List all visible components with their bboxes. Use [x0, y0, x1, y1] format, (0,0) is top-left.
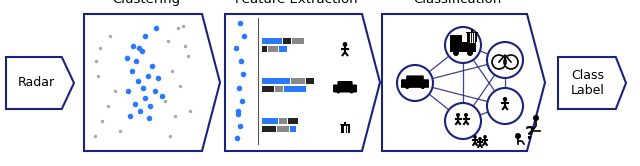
Polygon shape — [382, 14, 545, 151]
Bar — [450, 42, 476, 52]
Bar — [268, 46, 278, 52]
Bar — [466, 32, 478, 33]
FancyBboxPatch shape — [401, 79, 429, 88]
Bar — [262, 38, 282, 44]
Circle shape — [397, 65, 433, 101]
Bar — [291, 78, 305, 84]
Bar — [467, 33, 477, 42]
Circle shape — [515, 133, 521, 139]
Bar — [262, 118, 278, 124]
Text: ?: ? — [525, 125, 535, 143]
Bar — [292, 38, 304, 44]
Circle shape — [349, 89, 354, 93]
Circle shape — [533, 115, 539, 121]
Circle shape — [487, 42, 523, 78]
Bar — [450, 35, 462, 42]
Bar — [262, 78, 290, 84]
Circle shape — [456, 113, 460, 117]
Polygon shape — [6, 57, 74, 109]
Circle shape — [405, 85, 410, 89]
Circle shape — [445, 27, 481, 63]
Circle shape — [503, 97, 507, 101]
Circle shape — [453, 50, 459, 56]
Bar — [279, 118, 287, 124]
Bar — [340, 125, 349, 133]
Polygon shape — [225, 14, 380, 151]
Bar — [279, 46, 287, 52]
Bar — [306, 78, 314, 84]
Bar — [283, 38, 291, 44]
Text: Feature Extraction: Feature Extraction — [235, 0, 358, 6]
Circle shape — [342, 42, 348, 47]
Circle shape — [464, 113, 468, 117]
Circle shape — [478, 137, 482, 141]
Polygon shape — [558, 57, 626, 109]
Bar — [288, 118, 298, 124]
Bar — [340, 124, 350, 125]
Text: Classification: Classification — [413, 0, 502, 6]
Circle shape — [337, 89, 340, 93]
Text: Radar: Radar — [17, 77, 54, 89]
Bar — [290, 126, 296, 132]
Bar — [277, 126, 289, 132]
Bar — [275, 86, 283, 92]
Circle shape — [420, 85, 425, 89]
Bar — [262, 126, 276, 132]
FancyBboxPatch shape — [337, 81, 353, 87]
Text: Clustering: Clustering — [112, 0, 180, 6]
Circle shape — [473, 135, 477, 139]
Circle shape — [445, 103, 481, 139]
Bar — [262, 86, 274, 92]
Text: Class
Label: Class Label — [571, 69, 605, 97]
FancyBboxPatch shape — [333, 84, 357, 92]
Circle shape — [483, 135, 487, 139]
Circle shape — [467, 50, 473, 56]
FancyBboxPatch shape — [406, 75, 424, 82]
Bar — [262, 46, 267, 52]
Polygon shape — [84, 14, 220, 151]
Circle shape — [487, 88, 523, 124]
Bar — [284, 86, 306, 92]
